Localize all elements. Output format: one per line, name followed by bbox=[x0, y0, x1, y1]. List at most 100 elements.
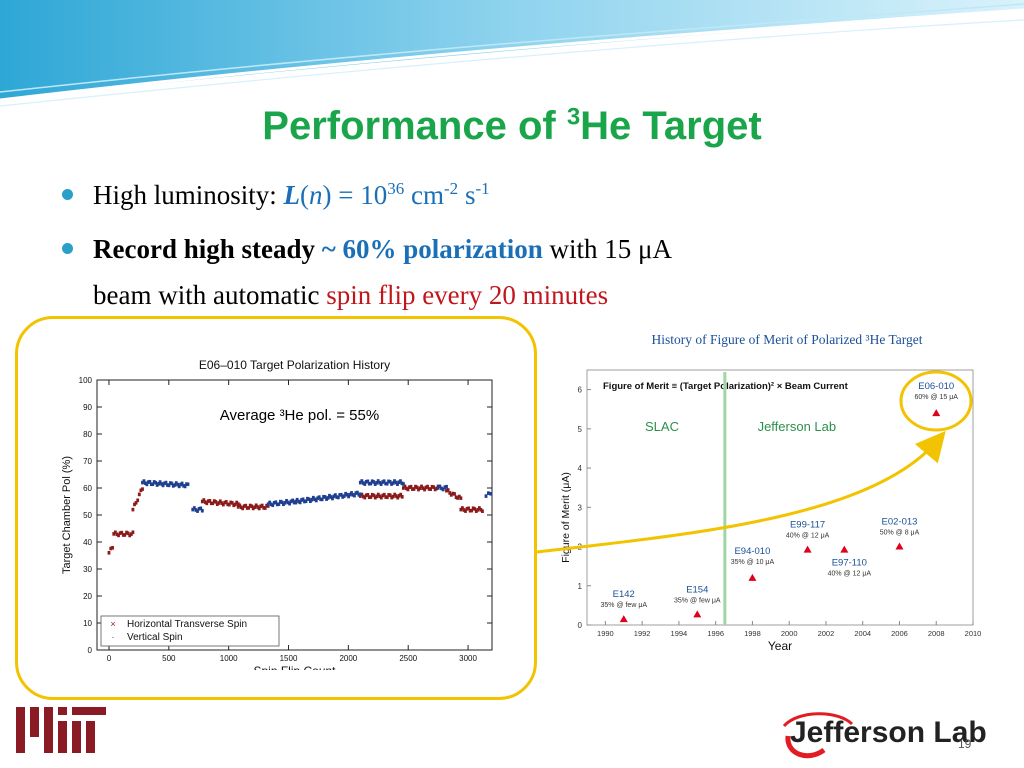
data-point bbox=[185, 482, 188, 486]
data-point bbox=[409, 484, 413, 489]
y-tick-label: 4 bbox=[578, 464, 583, 473]
data-point bbox=[280, 500, 284, 505]
mit-logo bbox=[16, 707, 106, 753]
data-point bbox=[489, 492, 493, 496]
experiment-label: E99-117 bbox=[790, 520, 825, 531]
data-point bbox=[376, 492, 380, 497]
data-point bbox=[361, 481, 365, 485]
data-point bbox=[196, 509, 199, 513]
svg-text:Jefferson Lab: Jefferson Lab bbox=[790, 716, 987, 749]
data-point bbox=[379, 482, 383, 486]
data-point bbox=[218, 499, 222, 504]
data-point bbox=[355, 490, 359, 495]
data-point bbox=[294, 499, 298, 504]
y-tick-label: 0 bbox=[88, 646, 93, 655]
data-point bbox=[174, 481, 178, 485]
data-point bbox=[253, 505, 257, 509]
x-tick-label: 1996 bbox=[707, 629, 724, 638]
y-tick-label: 100 bbox=[79, 376, 93, 385]
data-point bbox=[430, 484, 434, 489]
data-point bbox=[107, 551, 111, 555]
data-point bbox=[381, 480, 385, 484]
data-point bbox=[375, 494, 379, 499]
y-tick-label: 5 bbox=[578, 425, 583, 434]
data-point bbox=[396, 495, 400, 500]
data-point bbox=[382, 492, 386, 497]
data-point bbox=[420, 484, 423, 489]
data-point bbox=[239, 505, 243, 510]
experiment-sublabel: 50% @ 8 μA bbox=[880, 530, 920, 537]
data-point bbox=[308, 499, 312, 504]
data-point bbox=[411, 487, 414, 491]
data-point bbox=[391, 494, 395, 499]
data-point bbox=[250, 504, 254, 509]
data-point bbox=[448, 491, 452, 495]
legend-label: Horizontal Transverse Spin bbox=[127, 619, 247, 630]
data-point bbox=[314, 498, 318, 503]
experiment-sublabel: 35% @ few μA bbox=[600, 602, 647, 609]
data-point bbox=[285, 498, 288, 503]
legend-marker: × bbox=[110, 619, 115, 629]
data-point bbox=[291, 498, 295, 503]
x-tick-label: 2002 bbox=[818, 629, 835, 638]
data-point bbox=[151, 482, 155, 487]
data-point bbox=[370, 492, 374, 497]
data-point bbox=[432, 485, 436, 489]
x-tick-label: 2006 bbox=[891, 629, 908, 638]
data-point bbox=[453, 492, 456, 496]
data-point bbox=[274, 500, 278, 504]
x-tick-label: 2008 bbox=[928, 629, 945, 638]
data-point bbox=[387, 479, 390, 484]
data-point bbox=[376, 479, 380, 483]
data-point bbox=[358, 492, 362, 497]
series-horizontal-transverse-spin bbox=[107, 484, 484, 555]
data-point bbox=[436, 486, 440, 490]
experiment-sublabel: 60% @ 15 μA bbox=[915, 394, 959, 401]
plot-area bbox=[586, 369, 974, 626]
data-point bbox=[146, 480, 150, 484]
data-point bbox=[236, 505, 240, 509]
data-point bbox=[459, 507, 463, 512]
data-point bbox=[217, 501, 221, 505]
polarization-history-chart: E06–010 Target Polarization History 0 10 20… bbox=[52, 350, 502, 670]
data-point bbox=[373, 495, 377, 500]
data-point bbox=[313, 497, 317, 502]
x-tick-label: 2004 bbox=[854, 629, 871, 638]
data-point bbox=[406, 487, 410, 492]
x-tick-label: 2010 bbox=[965, 629, 982, 638]
data-point bbox=[176, 482, 180, 487]
data-point bbox=[405, 486, 408, 491]
data-point bbox=[125, 530, 128, 535]
data-point bbox=[438, 484, 442, 489]
data-point bbox=[160, 482, 163, 486]
data-point bbox=[471, 506, 475, 511]
data-point bbox=[266, 504, 270, 508]
data-point bbox=[220, 501, 224, 505]
y-tick-label: 70 bbox=[83, 457, 92, 466]
data-point bbox=[464, 509, 467, 513]
data-point bbox=[445, 488, 448, 493]
x-axis-label: Year bbox=[768, 639, 792, 653]
data-point bbox=[268, 500, 272, 505]
data-point bbox=[262, 506, 266, 510]
data-point bbox=[326, 496, 330, 500]
data-point bbox=[367, 481, 371, 486]
x-tick-label: 2500 bbox=[399, 654, 417, 663]
y-tick-label: 50 bbox=[83, 511, 92, 520]
experiment-label: E02-013 bbox=[882, 517, 918, 528]
data-point bbox=[211, 501, 215, 506]
data-point bbox=[366, 479, 370, 484]
data-point bbox=[454, 495, 458, 500]
jefferson-lab-logo: Jefferson Lab bbox=[782, 712, 987, 759]
data-point bbox=[307, 497, 311, 502]
data-point bbox=[366, 493, 370, 497]
data-point bbox=[209, 501, 213, 506]
data-point bbox=[179, 482, 183, 487]
data-point bbox=[271, 503, 275, 508]
data-point bbox=[292, 500, 296, 505]
data-point bbox=[197, 506, 201, 511]
data-point bbox=[214, 500, 218, 504]
data-point bbox=[381, 493, 385, 498]
x-tick-label: 1500 bbox=[280, 654, 298, 663]
data-point bbox=[435, 486, 439, 491]
